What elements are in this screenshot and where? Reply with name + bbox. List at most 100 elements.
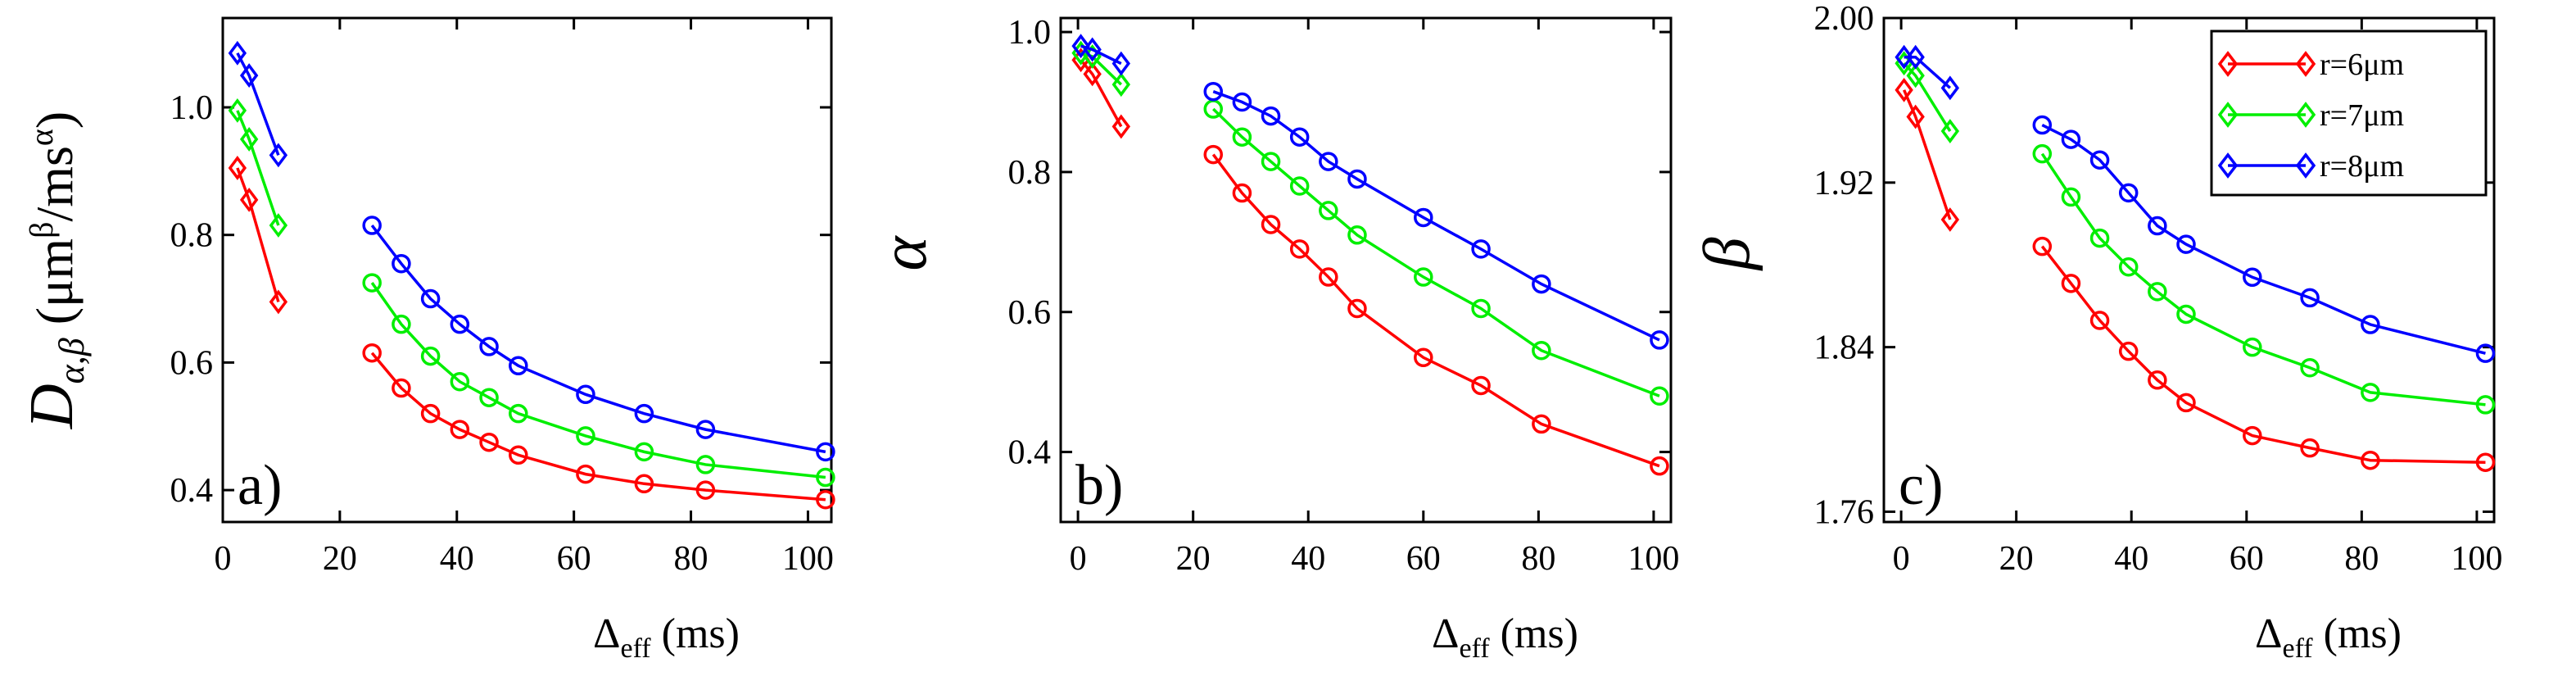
x-tick-label: 100 bbox=[1628, 540, 1679, 578]
y-label-unit: /ms bbox=[25, 146, 84, 221]
x-tick-label: 20 bbox=[1176, 540, 1211, 578]
data-point-circle bbox=[450, 420, 470, 439]
data-point-circle bbox=[2061, 129, 2081, 149]
data-point-diamond bbox=[269, 143, 288, 168]
x-axis-label: Δeff (ms) bbox=[2255, 610, 2402, 664]
y-label-sub: α,β bbox=[52, 338, 92, 384]
data-point-circle bbox=[1232, 92, 1252, 112]
data-point-circle bbox=[1650, 456, 1669, 476]
data-point-circle bbox=[634, 403, 654, 424]
data-point-circle bbox=[2061, 274, 2081, 293]
panel-label: a) bbox=[238, 454, 282, 517]
y-axis-label: Dα,β (μmβ/msα) bbox=[17, 111, 92, 429]
x-label-sub: eff bbox=[1460, 633, 1491, 664]
x-label-unit: (ms) bbox=[2313, 610, 2402, 657]
panel-label: c) bbox=[1899, 454, 1943, 517]
y-label-main: D bbox=[17, 384, 86, 429]
data-point-circle bbox=[2118, 183, 2139, 203]
data-point-circle bbox=[1471, 239, 1491, 259]
x-label-unit: (ms) bbox=[651, 610, 740, 657]
data-point-circle bbox=[392, 314, 411, 334]
data-point-circle bbox=[2475, 395, 2496, 415]
data-point-diamond bbox=[1940, 75, 1960, 101]
x-tick-label: 20 bbox=[1999, 540, 2034, 578]
data-point-circle bbox=[2032, 143, 2053, 164]
data-point-diamond bbox=[1906, 44, 1925, 70]
data-point-circle bbox=[1650, 330, 1669, 350]
y-tick-label: 1.92 bbox=[1814, 165, 1875, 202]
x-tick-label: 80 bbox=[674, 540, 709, 578]
data-point-circle bbox=[392, 253, 411, 274]
legend-box bbox=[2210, 30, 2488, 197]
data-point-circle bbox=[816, 467, 835, 488]
y-axis-label: β bbox=[1691, 237, 1763, 271]
data-point-circle bbox=[2300, 438, 2320, 458]
series-line bbox=[236, 52, 280, 156]
series-r8m bbox=[228, 40, 835, 462]
y-axis-label: α bbox=[868, 235, 940, 271]
y-tick-label: 1.84 bbox=[1814, 329, 1875, 367]
data-point-circle bbox=[362, 216, 382, 235]
x-tick-label: 0 bbox=[1893, 540, 1910, 578]
data-point-circle bbox=[479, 432, 499, 452]
data-point-circle bbox=[1471, 375, 1491, 396]
data-point-circle bbox=[816, 490, 835, 510]
data-point-circle bbox=[634, 442, 654, 462]
data-point-circle bbox=[816, 442, 835, 462]
x-label-main: Δ bbox=[1432, 610, 1459, 657]
data-point-circle bbox=[2118, 256, 2139, 277]
series-line bbox=[1080, 52, 1123, 86]
y-tick-label: 1.76 bbox=[1814, 493, 1875, 531]
series-r6m bbox=[1071, 48, 1669, 476]
legend-entry: r=8μm bbox=[2320, 149, 2404, 184]
data-point-circle bbox=[1289, 127, 1310, 147]
x-tick-label: 80 bbox=[1521, 540, 1555, 578]
data-point-diamond bbox=[269, 289, 288, 315]
data-point-circle bbox=[1347, 298, 1367, 319]
data-point-diamond bbox=[1940, 207, 1960, 232]
x-tick-label: 0 bbox=[215, 540, 232, 578]
data-point-circle bbox=[2032, 236, 2053, 256]
x-axis-label: Δeff (ms) bbox=[1432, 610, 1578, 664]
x-tick-label: 40 bbox=[2114, 540, 2148, 578]
series-line bbox=[2041, 123, 2486, 355]
legend: r=6μm r=7μm r=8μm bbox=[2210, 30, 2488, 197]
data-point-circle bbox=[420, 288, 441, 309]
x-label-unit: (ms) bbox=[1490, 610, 1578, 657]
plot-frame bbox=[1059, 16, 1673, 524]
series-line bbox=[370, 282, 826, 479]
data-point-circle bbox=[1532, 414, 1551, 434]
data-point-circle bbox=[2032, 115, 2053, 135]
series-r6m bbox=[1895, 77, 2496, 472]
data-point-circle bbox=[695, 455, 716, 474]
y-tick-label: 0.8 bbox=[1008, 154, 1052, 192]
data-point-diamond bbox=[1906, 63, 1925, 89]
data-point-circle bbox=[1319, 201, 1338, 220]
data-point-diamond bbox=[1895, 77, 1913, 102]
data-point-circle bbox=[576, 384, 595, 405]
data-point-circle bbox=[1319, 152, 1338, 171]
data-point-circle bbox=[509, 403, 528, 424]
data-point-circle bbox=[2148, 370, 2167, 390]
data-point-circle bbox=[1319, 267, 1338, 287]
data-point-circle bbox=[1203, 81, 1223, 102]
series-r7m bbox=[1895, 51, 2496, 415]
plot-frame bbox=[221, 16, 833, 524]
series-line bbox=[1080, 44, 1122, 66]
series-line bbox=[1211, 153, 1660, 468]
data-point-diamond bbox=[1906, 104, 1925, 129]
data-point-circle bbox=[1414, 207, 1433, 228]
data-point-circle bbox=[2176, 234, 2196, 254]
y-label-unit: (μm bbox=[25, 238, 84, 338]
data-point-circle bbox=[2176, 393, 2196, 413]
data-point-circle bbox=[576, 426, 595, 446]
x-label-main: Δ bbox=[593, 610, 620, 657]
data-point-circle bbox=[634, 474, 654, 494]
data-point-diamond bbox=[1083, 37, 1102, 62]
series-line bbox=[236, 167, 280, 302]
data-point-circle bbox=[576, 464, 595, 484]
data-point-circle bbox=[420, 346, 441, 366]
x-tick-label: 100 bbox=[2451, 540, 2502, 578]
data-point-circle bbox=[1232, 127, 1252, 147]
